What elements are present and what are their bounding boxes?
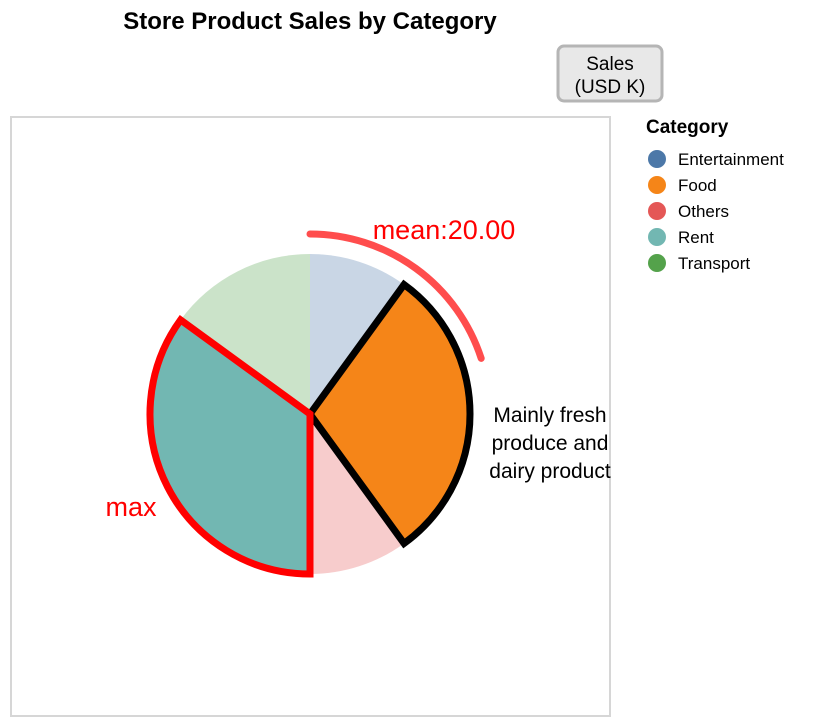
legend-swatch-entertainment xyxy=(648,150,666,168)
pie-slice-outline-rent xyxy=(146,315,314,578)
legend-label-transport: Transport xyxy=(678,254,750,273)
legend-items: Entertainment Food Others Rent Transport xyxy=(648,150,784,273)
max-annotation: max xyxy=(105,492,157,522)
measure-badge-line-1: Sales xyxy=(586,54,634,75)
chart-title: Store Product Sales by Category xyxy=(123,8,497,35)
legend-swatch-rent xyxy=(648,228,666,246)
pie-slice-outline-food xyxy=(305,279,474,549)
pie-slice-food[interactable] xyxy=(310,284,471,544)
legend-label-rent: Rent xyxy=(678,228,714,247)
pie-slice-entertainment[interactable] xyxy=(310,254,405,414)
mean-arc xyxy=(306,230,485,362)
food-note-line-1: Mainly fresh xyxy=(493,404,606,427)
pie-slice-transport[interactable] xyxy=(180,254,310,414)
measure-badge-box xyxy=(556,44,664,103)
food-note-line-3: dairy product xyxy=(489,460,611,483)
legend-swatch-food xyxy=(648,176,666,194)
legend-swatch-others xyxy=(648,202,666,220)
pie-slice-rent[interactable] xyxy=(149,319,310,574)
measure-badge: Sales (USD K) xyxy=(556,44,664,103)
legend-swatch-transport xyxy=(648,254,666,272)
pie-slices xyxy=(149,254,471,574)
measure-badge-line-2: (USD K) xyxy=(575,77,646,98)
legend: Category Entertainment Food Others Rent Tran… xyxy=(646,117,784,273)
legend-label-others: Others xyxy=(678,202,729,221)
legend-title: Category xyxy=(646,117,729,138)
legend-label-food: Food xyxy=(678,176,717,195)
pie-highlight-outlines xyxy=(146,279,474,578)
mean-annotation: mean:20.00 xyxy=(373,215,516,245)
food-note-line-2: produce and xyxy=(492,432,609,455)
pie-slice-others[interactable] xyxy=(310,414,405,574)
food-note: Mainly fresh produce and dairy product xyxy=(489,404,611,483)
legend-label-entertainment: Entertainment xyxy=(678,150,784,169)
